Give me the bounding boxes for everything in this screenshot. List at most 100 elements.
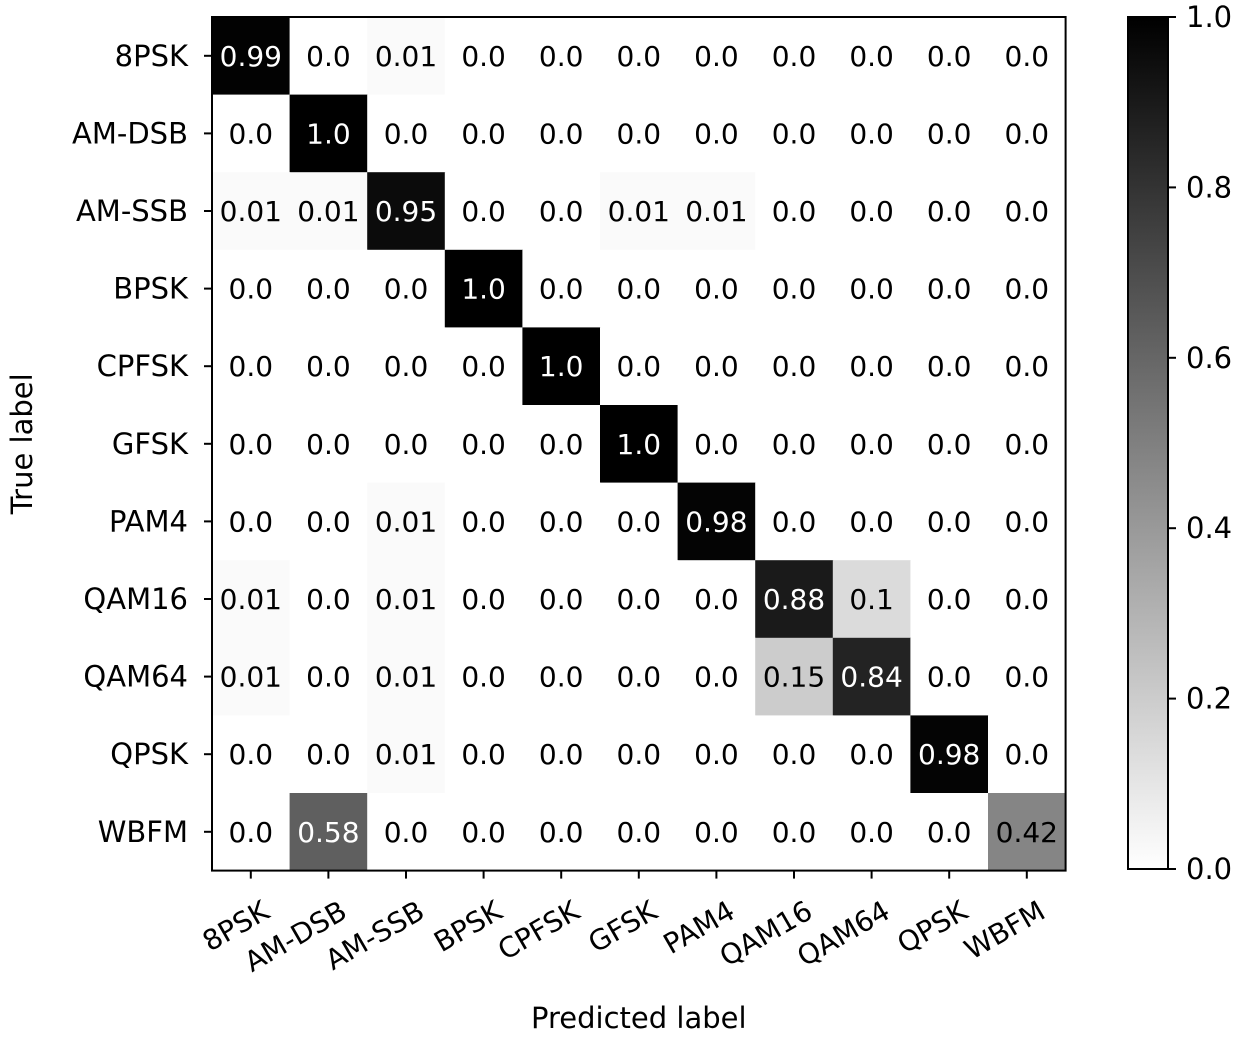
heatmap-cell [755,637,834,716]
y-tick-label: 8PSK [115,39,189,73]
colorbar-tick-label: 0.2 [1186,682,1232,716]
cell-value-label: 0.0 [539,583,584,616]
colorbar-tick-label: 0.8 [1186,170,1232,204]
y-axis-label: True label [5,373,39,515]
heatmap-cell [522,249,601,328]
cell-value-label: 0.0 [229,350,274,383]
heatmap-cell [988,793,1067,872]
cell-value-label: 0.0 [617,816,662,849]
heatmap-cell [988,405,1067,484]
cell-value-label: 0.0 [461,428,506,461]
heatmap-cell [910,637,989,716]
heatmap-cell [444,249,523,328]
heatmap-cell [600,560,679,639]
heatmap-cell [522,560,601,639]
cell-value-label: 0.0 [306,583,351,616]
cell-value-label: 0.0 [539,505,584,538]
cell-value-label: 0.0 [384,428,429,461]
cell-value-label: 0.0 [694,117,739,150]
cell-value-label: 0.0 [1005,350,1050,383]
cell-value-label: 0.0 [849,428,894,461]
cell-value-label: 0.0 [461,738,506,771]
cell-value-label: 0.0 [539,40,584,73]
cell-value-label: 0.0 [694,583,739,616]
heatmap-cell [600,405,679,484]
cell-value-label: 0.0 [849,738,894,771]
cell-value-label: 0.0 [927,816,972,849]
cell-value-label: 0.0 [306,661,351,694]
heatmap-cell [988,715,1067,794]
cell-value-label: 0.0 [1005,661,1050,694]
heatmap-cell [910,249,989,328]
heatmap-cell [677,560,756,639]
heatmap-cell [289,482,368,561]
cell-value-label: 0.0 [306,40,351,73]
heatmap-cell [755,249,834,328]
heatmap-cell [988,94,1067,173]
y-axis-ticks: 8PSK AM-DSB AM-SSB BPSK CPFSK GFSK PAM4 QAM16 QA… [72,39,212,849]
cell-value-label: 0.0 [539,428,584,461]
heatmap-cell [367,405,446,484]
cell-value-label: 0.0 [539,273,584,306]
cell-value-label: 0.0 [772,40,817,73]
heatmap-cell [600,327,679,406]
cell-value-label: 1.0 [461,273,506,306]
heatmap-cell [910,482,989,561]
heatmap-cell [988,482,1067,561]
cell-value-label: 0.0 [617,661,662,694]
heatmap-cell [677,17,756,96]
cell-value-label: 0.0 [306,428,351,461]
cell-value-label: 1.0 [539,350,584,383]
heatmap-cell-labels: 0.99 0.0 0.01 0.0 0.0 0.0 0.0 0.0 0.0 0.0 0.0 0.0 1.… [220,40,1058,849]
cell-value-label: 0.98 [685,505,747,538]
heatmap-cell [600,482,679,561]
heatmap-cell [910,17,989,96]
heatmap-cell [677,249,756,328]
cell-value-label: 0.0 [1005,117,1050,150]
heatmap-cell [600,249,679,328]
cell-value-label: 0.0 [539,195,584,228]
cell-value-label: 0.0 [1005,738,1050,771]
colorbar [1127,16,1169,870]
cell-value-label: 0.0 [927,40,972,73]
cell-value-label: 0.0 [461,40,506,73]
heatmap-cell [367,172,446,251]
heatmap-cell [910,793,989,872]
cell-value-label: 0.0 [539,117,584,150]
cell-value-label: 0.0 [617,738,662,771]
cell-value-label: 0.01 [375,40,437,73]
cell-value-label: 0.0 [927,195,972,228]
cell-value-label: 0.0 [1005,195,1050,228]
cell-value-label: 0.01 [375,738,437,771]
heatmap-cell [289,17,368,96]
heatmap-cell [910,405,989,484]
heatmap-cell [910,715,989,794]
heatmap-cell [212,172,291,251]
cell-value-label: 0.42 [996,816,1058,849]
heatmap-cell [677,172,756,251]
heatmap-cell [832,249,911,328]
cell-value-label: 0.99 [220,40,282,73]
heatmap-cell [910,560,989,639]
cell-value-label: 0.0 [694,428,739,461]
heatmap-cell [600,637,679,716]
x-axis-ticks: 8PSKAM-DSBAM-SSBBPSKCPFSKGFSKPAM4QAM16QA… [197,870,1051,979]
cell-value-label: 0.0 [384,273,429,306]
heatmap-cell [289,560,368,639]
heatmap-cell [677,405,756,484]
cell-value-label: 0.01 [375,505,437,538]
cell-value-label: 0.0 [772,273,817,306]
cell-value-label: 0.0 [306,273,351,306]
cell-value-label: 0.98 [918,738,980,771]
heatmap-cell [988,249,1067,328]
x-tick-label: QPSK [892,894,974,960]
cell-value-label: 0.0 [927,428,972,461]
cell-value-label: 0.0 [849,350,894,383]
heatmap-cell [600,715,679,794]
heatmap-cell [600,17,679,96]
cell-value-label: 0.0 [384,350,429,383]
cell-value-label: 0.58 [297,816,359,849]
heatmap-cell [289,94,368,173]
cell-value-label: 0.0 [849,40,894,73]
heatmap-cell [832,560,911,639]
